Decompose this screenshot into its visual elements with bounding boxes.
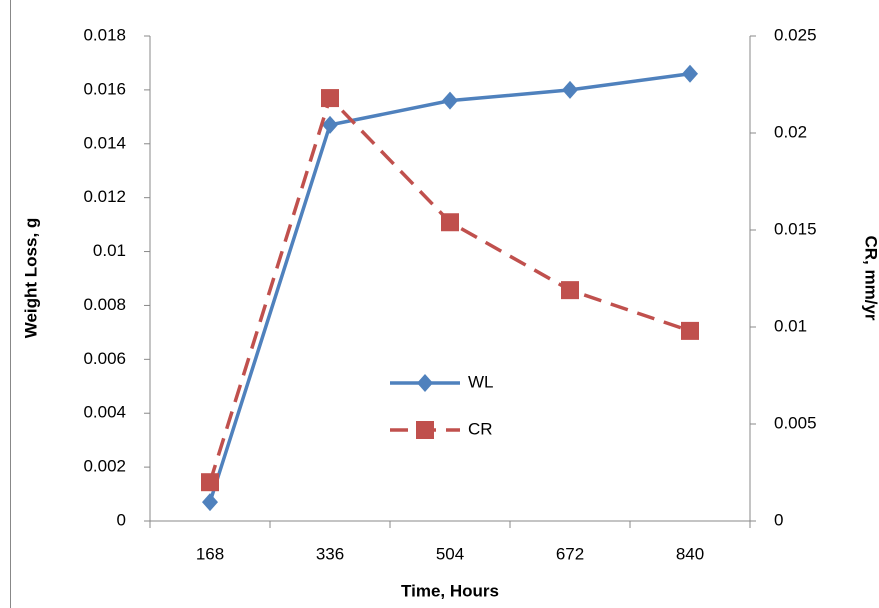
y2-tick-label: 0	[774, 510, 783, 529]
y-tick-label: 0.008	[83, 295, 126, 314]
x-tick-label: 336	[316, 544, 344, 563]
y-tick-label: 0.006	[83, 349, 126, 368]
data-point	[201, 473, 219, 492]
y-tick-label: 0.014	[83, 133, 126, 152]
y-tick-label: 0.018	[83, 25, 126, 44]
data-point	[682, 64, 698, 83]
chart-border	[10, 0, 11, 608]
data-point	[202, 493, 218, 512]
legend-marker	[417, 374, 433, 392]
series-line	[208, 71, 691, 503]
data-point	[441, 213, 459, 232]
x-tick-label: 168	[196, 544, 224, 563]
x-tick-label: 840	[676, 544, 704, 563]
y-tick-label: 0.01	[93, 241, 126, 260]
x-axis-title: Time, Hours	[401, 581, 499, 600]
y2-axis-title: CR, mm/yr	[862, 235, 879, 320]
series-line	[208, 94, 691, 483]
y2-tick-label: 0.025	[774, 25, 817, 44]
y-tick-label: 0	[117, 510, 126, 529]
data-point	[442, 91, 458, 110]
legend-label: CR	[468, 419, 493, 438]
y2-tick-label: 0.02	[774, 122, 807, 141]
y-tick-label: 0.004	[83, 403, 126, 422]
data-point	[561, 281, 579, 300]
y-tick-label: 0.002	[83, 457, 126, 476]
legend-label: WL	[468, 372, 494, 391]
data-point	[562, 80, 578, 99]
y-tick-label: 0.012	[83, 187, 126, 206]
y-tick-label: 0.016	[83, 79, 126, 98]
legend-marker	[416, 421, 434, 439]
x-tick-label: 672	[556, 544, 584, 563]
data-point	[322, 115, 338, 134]
y-axis-title: Weight Loss, g	[21, 218, 40, 339]
data-point	[681, 321, 699, 340]
y2-tick-label: 0.015	[774, 219, 817, 238]
y2-tick-label: 0.01	[774, 316, 807, 335]
data-point	[321, 89, 339, 108]
x-tick-label: 504	[436, 544, 464, 563]
y2-tick-label: 0.005	[774, 413, 817, 432]
